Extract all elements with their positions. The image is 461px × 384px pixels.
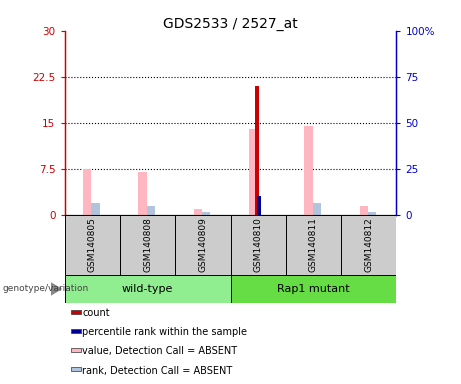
Polygon shape xyxy=(51,282,62,296)
Bar xyxy=(91,203,100,215)
Text: Rap1 mutant: Rap1 mutant xyxy=(277,284,350,294)
Bar xyxy=(175,215,230,275)
Text: GSM140808: GSM140808 xyxy=(143,217,152,272)
Bar xyxy=(304,126,313,215)
Text: GSM140805: GSM140805 xyxy=(88,217,97,272)
Text: rank, Detection Call = ABSENT: rank, Detection Call = ABSENT xyxy=(82,366,232,376)
Text: GSM140812: GSM140812 xyxy=(364,217,373,272)
Bar xyxy=(138,172,147,215)
Bar xyxy=(286,215,341,275)
Bar xyxy=(71,348,81,352)
Text: GSM140810: GSM140810 xyxy=(254,217,263,272)
Bar xyxy=(313,203,321,215)
Bar xyxy=(230,215,286,275)
Bar xyxy=(257,196,261,215)
Bar xyxy=(147,206,155,215)
Text: GSM140811: GSM140811 xyxy=(309,217,318,272)
Text: GSM140809: GSM140809 xyxy=(198,217,207,272)
Bar xyxy=(194,209,202,215)
Text: count: count xyxy=(82,308,110,318)
Bar xyxy=(120,215,175,275)
Bar xyxy=(65,215,120,275)
Bar xyxy=(249,129,257,215)
Bar xyxy=(83,169,91,215)
Bar xyxy=(255,86,260,215)
Bar xyxy=(368,212,376,215)
Text: percentile rank within the sample: percentile rank within the sample xyxy=(82,327,247,337)
Bar xyxy=(65,275,230,303)
Text: genotype/variation: genotype/variation xyxy=(2,285,89,293)
Text: wild-type: wild-type xyxy=(122,284,173,294)
Bar xyxy=(71,367,81,371)
Text: GDS2533 / 2527_at: GDS2533 / 2527_at xyxy=(163,17,298,31)
Bar xyxy=(71,329,81,333)
Bar xyxy=(341,215,396,275)
Bar xyxy=(230,275,396,303)
Bar xyxy=(360,206,368,215)
Text: value, Detection Call = ABSENT: value, Detection Call = ABSENT xyxy=(82,346,237,356)
Bar xyxy=(202,212,210,215)
Bar xyxy=(71,310,81,314)
